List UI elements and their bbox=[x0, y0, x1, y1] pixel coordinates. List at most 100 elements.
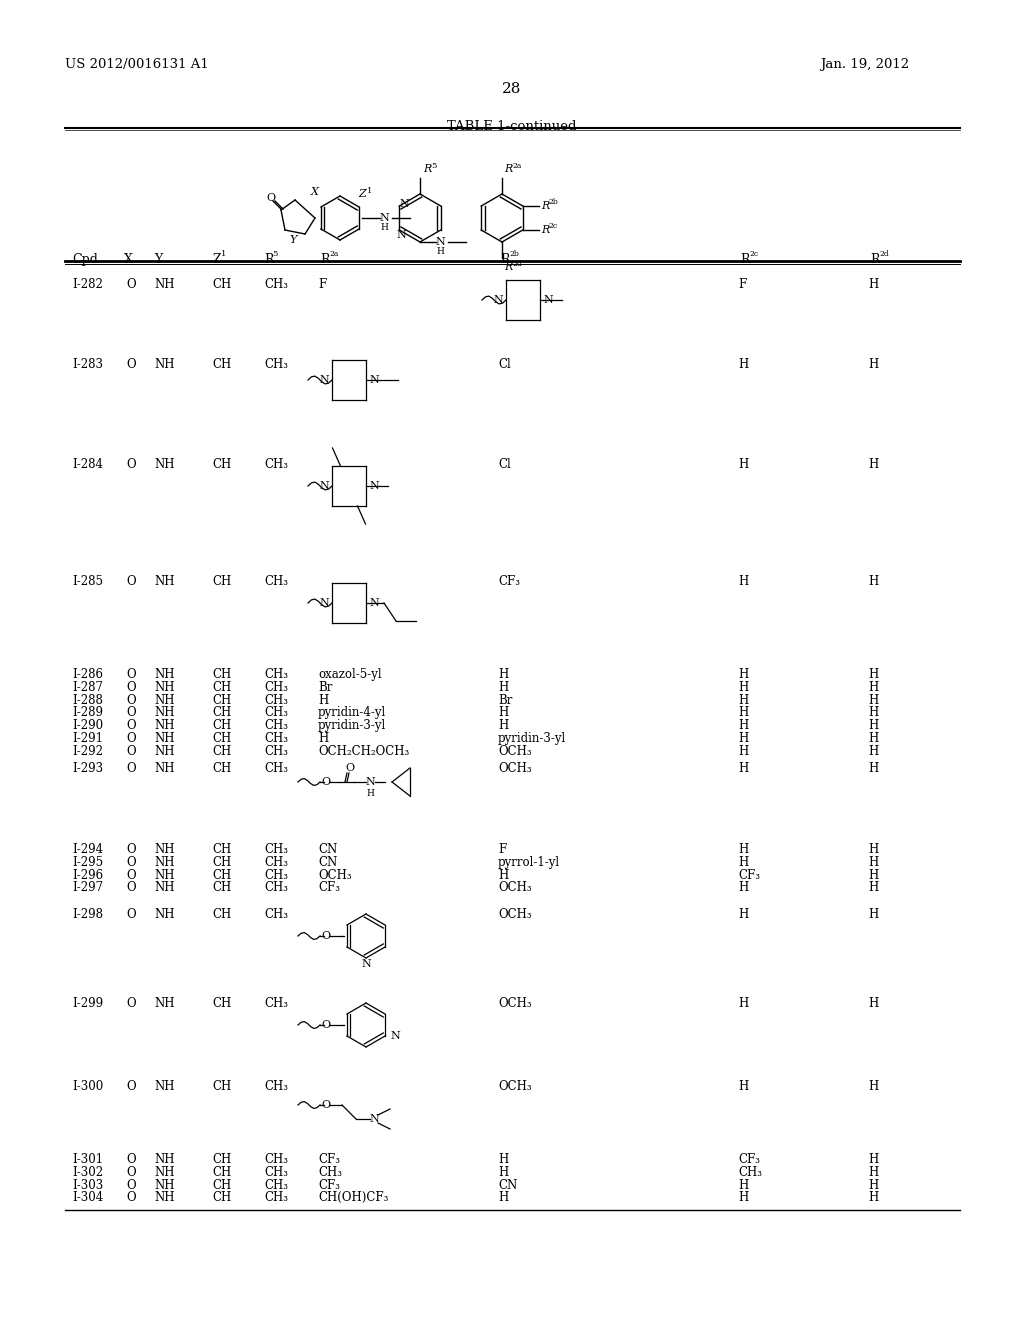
Text: O: O bbox=[126, 1166, 135, 1179]
Text: 1: 1 bbox=[221, 249, 226, 257]
Text: O: O bbox=[266, 193, 275, 203]
Text: Jan. 19, 2012: Jan. 19, 2012 bbox=[820, 58, 909, 71]
Text: O: O bbox=[322, 1020, 331, 1030]
Text: Y: Y bbox=[154, 253, 162, 267]
Text: CH₃: CH₃ bbox=[264, 719, 288, 733]
Text: Br: Br bbox=[498, 693, 512, 706]
Text: O: O bbox=[126, 576, 135, 587]
Text: CH₃: CH₃ bbox=[264, 762, 288, 775]
Text: Cpd: Cpd bbox=[72, 253, 98, 267]
Text: CN: CN bbox=[318, 843, 337, 855]
Text: H: H bbox=[868, 458, 879, 471]
Text: CH₃: CH₃ bbox=[264, 1080, 288, 1093]
Text: NH: NH bbox=[154, 843, 174, 855]
Text: H: H bbox=[738, 693, 749, 706]
Text: N: N bbox=[366, 777, 375, 787]
Text: US 2012/0016131 A1: US 2012/0016131 A1 bbox=[65, 58, 209, 71]
Text: NH: NH bbox=[154, 1166, 174, 1179]
Text: H: H bbox=[868, 1179, 879, 1192]
Text: CH₃: CH₃ bbox=[264, 744, 288, 758]
Text: CF₃: CF₃ bbox=[318, 1152, 340, 1166]
Text: CH: CH bbox=[212, 693, 231, 706]
Text: CH₃: CH₃ bbox=[264, 576, 288, 587]
Text: H: H bbox=[498, 1192, 508, 1204]
Text: NH: NH bbox=[154, 869, 174, 882]
Text: I-287: I-287 bbox=[72, 681, 103, 694]
Text: CH(OH)CF₃: CH(OH)CF₃ bbox=[318, 1192, 388, 1204]
Text: I-302: I-302 bbox=[72, 1166, 103, 1179]
Text: CH₃: CH₃ bbox=[264, 733, 288, 744]
Text: CH₃: CH₃ bbox=[264, 869, 288, 882]
Text: R: R bbox=[319, 253, 330, 267]
Text: 2c: 2c bbox=[549, 222, 558, 230]
Text: H: H bbox=[498, 668, 508, 681]
Text: CH: CH bbox=[212, 882, 231, 895]
Text: Z: Z bbox=[212, 253, 220, 267]
Text: R: R bbox=[541, 201, 549, 211]
Text: O: O bbox=[126, 1152, 135, 1166]
Text: I-303: I-303 bbox=[72, 1179, 103, 1192]
Text: OCH₃: OCH₃ bbox=[498, 908, 531, 921]
Text: CH: CH bbox=[212, 681, 231, 694]
Text: H: H bbox=[868, 762, 879, 775]
Text: I-284: I-284 bbox=[72, 458, 103, 471]
Text: N: N bbox=[319, 598, 329, 609]
Text: I-285: I-285 bbox=[72, 576, 103, 587]
Text: H: H bbox=[738, 706, 749, 719]
Text: 2d: 2d bbox=[512, 260, 522, 268]
Text: CH₃: CH₃ bbox=[264, 1166, 288, 1179]
Text: NH: NH bbox=[154, 681, 174, 694]
Text: O: O bbox=[126, 744, 135, 758]
Text: I-300: I-300 bbox=[72, 1080, 103, 1093]
Text: NH: NH bbox=[154, 1192, 174, 1204]
Text: H: H bbox=[738, 681, 749, 694]
Text: O: O bbox=[126, 997, 135, 1010]
Text: H: H bbox=[738, 458, 749, 471]
Text: Cl: Cl bbox=[498, 358, 511, 371]
Text: NH: NH bbox=[154, 997, 174, 1010]
Text: pyridin-4-yl: pyridin-4-yl bbox=[318, 706, 386, 719]
Text: CH₃: CH₃ bbox=[264, 1179, 288, 1192]
Text: H: H bbox=[738, 719, 749, 733]
Text: F: F bbox=[318, 279, 327, 290]
Text: O: O bbox=[322, 1100, 331, 1110]
Text: O: O bbox=[126, 706, 135, 719]
Text: O: O bbox=[126, 719, 135, 733]
Text: CN: CN bbox=[498, 1179, 517, 1192]
Text: R: R bbox=[423, 164, 431, 174]
Text: O: O bbox=[126, 855, 135, 869]
Text: CH: CH bbox=[212, 1080, 231, 1093]
Text: N: N bbox=[319, 480, 329, 491]
Text: 2a: 2a bbox=[329, 249, 338, 257]
Text: 2d: 2d bbox=[879, 249, 889, 257]
Text: pyrrol-1-yl: pyrrol-1-yl bbox=[498, 855, 560, 869]
Text: H: H bbox=[436, 248, 444, 256]
Text: N: N bbox=[494, 294, 503, 305]
Text: CH: CH bbox=[212, 843, 231, 855]
Text: O: O bbox=[126, 668, 135, 681]
Text: I-283: I-283 bbox=[72, 358, 103, 371]
Text: 2a: 2a bbox=[512, 162, 521, 170]
Text: R: R bbox=[541, 224, 549, 235]
Text: CF₃: CF₃ bbox=[318, 882, 340, 895]
Text: CF₃: CF₃ bbox=[738, 869, 760, 882]
Text: NH: NH bbox=[154, 882, 174, 895]
Text: R: R bbox=[500, 253, 510, 267]
Text: N: N bbox=[369, 480, 379, 491]
Text: I-297: I-297 bbox=[72, 882, 103, 895]
Text: F: F bbox=[498, 843, 506, 855]
Text: CH: CH bbox=[212, 869, 231, 882]
Text: I-286: I-286 bbox=[72, 668, 103, 681]
Text: X: X bbox=[124, 253, 133, 267]
Text: H: H bbox=[498, 681, 508, 694]
Text: 28: 28 bbox=[503, 82, 521, 96]
Text: CH: CH bbox=[212, 719, 231, 733]
Text: CH: CH bbox=[212, 762, 231, 775]
Text: pyridin-3-yl: pyridin-3-yl bbox=[318, 719, 386, 733]
Text: H: H bbox=[318, 693, 329, 706]
Text: H: H bbox=[868, 1192, 879, 1204]
Text: CH: CH bbox=[212, 1166, 231, 1179]
Text: H: H bbox=[738, 1080, 749, 1093]
Text: H: H bbox=[868, 843, 879, 855]
Text: CH₃: CH₃ bbox=[264, 997, 288, 1010]
